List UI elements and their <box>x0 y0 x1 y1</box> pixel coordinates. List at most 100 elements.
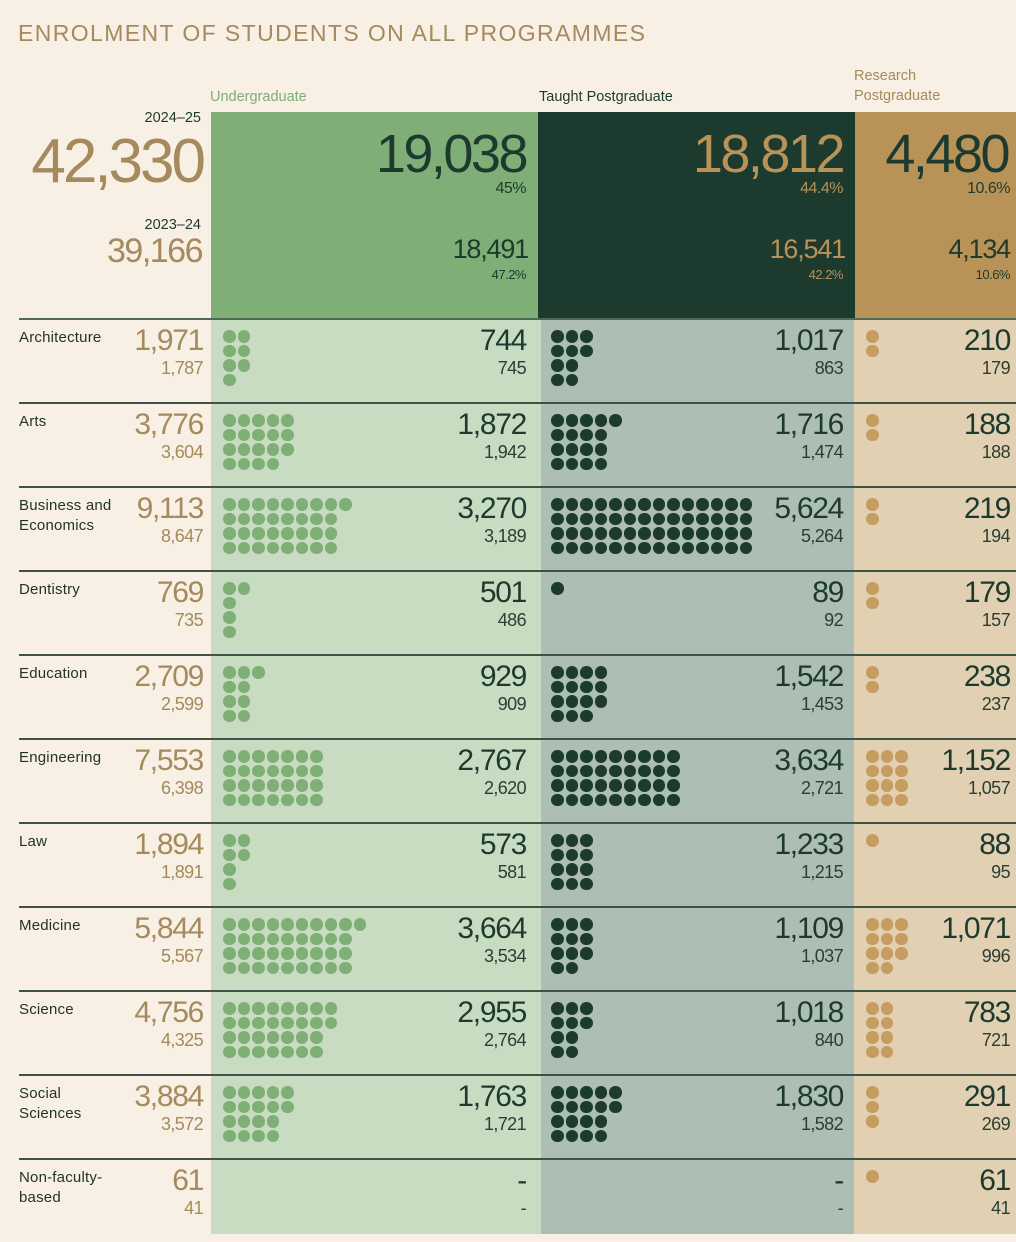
tpg-dot <box>681 541 694 554</box>
ug-dot <box>310 1045 323 1058</box>
tpg-dot <box>551 1045 564 1058</box>
rpg-dot <box>866 1115 879 1128</box>
tpg-dot <box>565 359 578 372</box>
tpg-dot <box>652 512 665 525</box>
ug-dot <box>237 582 250 595</box>
ug-dot <box>295 527 308 540</box>
row-divider <box>19 570 1016 572</box>
taught-postgraduate-current-pct: 44.4% <box>800 180 843 197</box>
ug-dot <box>223 1129 236 1142</box>
tpg-dot <box>652 541 665 554</box>
ug-dot <box>223 611 236 624</box>
faculty-total-previous: 1,891 <box>160 862 204 882</box>
ug-dot <box>310 961 323 974</box>
ug-dot <box>252 527 265 540</box>
ug-dot <box>223 863 236 876</box>
ug-dot <box>310 947 323 960</box>
ug-dot <box>324 932 337 945</box>
tpg-dot <box>681 527 694 540</box>
faculty-name: Dentistry <box>19 581 80 598</box>
ug-dot <box>324 961 337 974</box>
ug-dot <box>339 961 352 974</box>
table-row: Social Sciences 3,884 3,572 1,763 1,721 1,830… <box>0 1074 1016 1158</box>
ug-dot <box>281 947 294 960</box>
tpg-dot <box>551 750 564 763</box>
tpg-dot <box>623 750 636 763</box>
ug-dot <box>223 359 236 372</box>
tpg-dot <box>551 344 564 357</box>
undergraduate-current-pct: 45% <box>495 180 526 197</box>
tpg-dot <box>594 666 607 679</box>
tpg-dot <box>710 541 723 554</box>
tpg-dot <box>609 498 622 511</box>
taught-postgraduate-value: 1,716 <box>774 408 844 441</box>
tpg-dot <box>551 428 564 441</box>
rpg-dot <box>866 414 879 427</box>
research-postgraduate-value: 1,071 <box>941 912 1011 945</box>
ug-dot <box>223 414 236 427</box>
tpg-dot <box>623 512 636 525</box>
ug-dot <box>252 443 265 456</box>
ug-dot <box>223 1086 236 1099</box>
undergraduate-previous-value: 2,620 <box>483 778 527 798</box>
table-row: Non-faculty-based 61 41- - - -61 41 <box>0 1158 1016 1242</box>
rpg-dot <box>866 428 879 441</box>
ug-dot <box>281 918 294 931</box>
tpg-dot <box>638 793 651 806</box>
faculty-table: Architecture 1,971 1,787 744 745 1,017 863 210 1… <box>0 318 1016 1242</box>
tpg-dot <box>565 330 578 343</box>
ug-dot <box>310 512 323 525</box>
taught-postgraduate-previous-value: 1,453 <box>800 694 844 714</box>
tpg-dot <box>580 1129 593 1142</box>
tpg-dot <box>696 527 709 540</box>
ug-dot <box>324 527 337 540</box>
tpg-dot <box>594 779 607 792</box>
faculty-name: Arts <box>19 413 47 430</box>
tpg-dot <box>623 779 636 792</box>
row-divider <box>19 1158 1016 1160</box>
ug-dot <box>223 779 236 792</box>
rpg-dot <box>880 793 893 806</box>
ug-dot <box>223 498 236 511</box>
taught-postgraduate-previous-value: - <box>837 1198 844 1218</box>
research-postgraduate-value: 219 <box>963 492 1011 525</box>
rpg-dot <box>880 1045 893 1058</box>
ug-dot <box>223 1031 236 1044</box>
research-postgraduate-previous-value: 188 <box>981 442 1011 462</box>
tpg-dot <box>565 1002 578 1015</box>
tpg-dot <box>609 1100 622 1113</box>
ug-dot <box>310 498 323 511</box>
rpg-dot <box>866 1045 879 1058</box>
tpg-dot <box>580 414 593 427</box>
ug-dot <box>281 764 294 777</box>
tpg-dot <box>580 695 593 708</box>
tpg-dot <box>565 1129 578 1142</box>
taught-postgraduate-current-total: 18,812 <box>692 124 846 184</box>
tpg-dot <box>565 779 578 792</box>
ug-dot <box>223 793 236 806</box>
faculty-total: 3,884 <box>134 1080 204 1113</box>
undergraduate-value: 929 <box>479 660 527 693</box>
tpg-dot <box>565 541 578 554</box>
ug-dot <box>252 414 265 427</box>
ug-dot <box>223 932 236 945</box>
ug-dot <box>223 1115 236 1128</box>
ug-dot <box>237 344 250 357</box>
tpg-dot <box>580 344 593 357</box>
ug-dot <box>266 918 279 931</box>
rpg-dot <box>895 764 908 777</box>
ug-dot <box>237 541 250 554</box>
tpg-dot <box>551 1086 564 1099</box>
research-postgraduate-previous-value: 194 <box>981 526 1011 546</box>
tpg-dot <box>594 764 607 777</box>
research-postgraduate-previous-value: 721 <box>981 1030 1011 1050</box>
ug-dot <box>223 961 236 974</box>
ug-dot <box>295 932 308 945</box>
ug-dot <box>223 443 236 456</box>
ug-dot <box>223 680 236 693</box>
tpg-dot <box>609 764 622 777</box>
tpg-dot <box>594 457 607 470</box>
tpg-dot <box>739 527 752 540</box>
rpg-dot <box>866 961 879 974</box>
tpg-dot <box>594 414 607 427</box>
